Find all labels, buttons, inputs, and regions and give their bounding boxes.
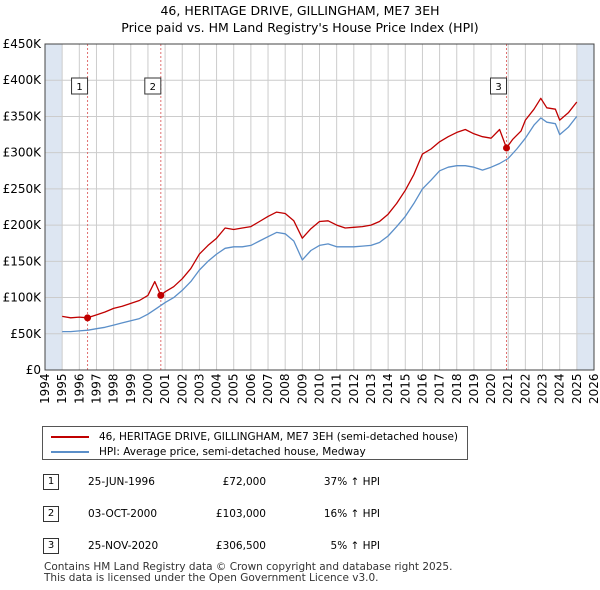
series-line-property [62, 97, 578, 319]
sale-callout-box-3 [490, 77, 508, 95]
chart-title: 46, HERITAGE DRIVE, GILLINGHAM, ME7 3EH … [0, 2, 600, 36]
x-tick-label-2007: 2007 [261, 373, 275, 404]
x-tick-label-2016: 2016 [415, 373, 429, 404]
x-tick-label-1994: 1994 [38, 373, 52, 404]
y-tick-label-200000: £200K [3, 218, 43, 232]
x-tick-label-1995: 1995 [55, 373, 69, 404]
sale-row-3: 3 25-NOV-2020 £306,500 5% ↑ HPI [0, 538, 600, 558]
sale-date-1: 25-JUN-1996 [88, 476, 155, 488]
x-tick-label-2006: 2006 [244, 373, 258, 404]
x-tick-label-2004: 2004 [210, 373, 224, 404]
sale-badge-3: 3 [43, 538, 59, 554]
x-tick-label-2017: 2017 [433, 373, 447, 404]
x-tick-label-2026: 2026 [587, 373, 600, 404]
footer-line1: Contains HM Land Registry data © Crown c… [44, 561, 453, 573]
y-tick-label-0: £0 [26, 363, 41, 377]
sale-callout-label-1: 1 [76, 82, 82, 93]
x-tick-label-2015: 2015 [398, 373, 412, 404]
sale-date-3: 25-NOV-2020 [88, 540, 159, 552]
x-tick-label-2013: 2013 [364, 373, 378, 404]
x-tick-label-2005: 2005 [227, 373, 241, 404]
sale-row-2: 2 03-OCT-2000 £103,000 16% ↑ HPI [0, 506, 600, 526]
sale-price-1: £72,000 [222, 476, 266, 488]
footer-attribution: Contains HM Land Registry data © Crown c… [44, 562, 452, 584]
y-tick-label-100000: £100K [3, 291, 43, 305]
y-tick-label-150000: £150K [3, 254, 43, 268]
sale-date-2: 03-OCT-2000 [88, 508, 157, 520]
price-chart: 1 2 3 £0 £50K £100K £150K £200K £250K £300K £350K… [3, 37, 600, 404]
plot-frame [44, 43, 595, 371]
sale-callout-1: 1 [71, 77, 89, 95]
x-tick-label-2009: 2009 [295, 373, 309, 404]
shaded-range-1 [45, 44, 63, 370]
sale-callout-label-3: 3 [495, 82, 501, 93]
x-tick-label-1997: 1997 [89, 373, 103, 404]
sale-callout-3: 3 [490, 77, 508, 95]
series-line-hpi [62, 116, 578, 333]
sale-hpi-1: 37% ↑ HPI [323, 476, 380, 488]
x-tick-label-1999: 1999 [124, 373, 138, 404]
sale-hpi-2: 16% ↑ HPI [323, 508, 380, 520]
sale-hpi-3: 5% ↑ HPI [330, 540, 380, 552]
sale-callout-2: 2 [144, 77, 162, 95]
x-tick-label-2018: 2018 [450, 373, 464, 404]
x-tick-label-2008: 2008 [278, 373, 292, 404]
legend-label-hpi: HPI: Average price, semi-detached house,… [99, 446, 366, 458]
sale-row-1: 1 25-JUN-1996 £72,000 37% ↑ HPI [0, 474, 600, 494]
x-tick-label-2011: 2011 [330, 373, 344, 404]
shaded-range-2 [576, 44, 594, 370]
x-tick-label-2002: 2002 [175, 373, 189, 404]
x-tick-label-2021: 2021 [501, 373, 515, 404]
x-tick-label-2025: 2025 [570, 373, 584, 404]
x-tick-label-2022: 2022 [518, 373, 532, 404]
sale-price-2: £103,000 [215, 508, 266, 520]
x-tick-label-2010: 2010 [313, 373, 327, 404]
x-tick-label-2014: 2014 [381, 373, 395, 404]
chart-title-line1: 46, HERITAGE DRIVE, GILLINGHAM, ME7 3EH [160, 3, 440, 18]
sale-callout-box-1 [71, 77, 89, 95]
sale-marker-1 [84, 314, 92, 322]
y-tick-label-250000: £250K [3, 182, 43, 196]
x-tick-label-2000: 2000 [141, 373, 155, 404]
sale-marker-2 [157, 291, 165, 299]
x-tick-label-2024: 2024 [553, 373, 567, 404]
y-tick-label-350000: £350K [3, 109, 43, 123]
y-tick-label-300000: £300K [3, 146, 43, 160]
x-tick-label-2020: 2020 [484, 373, 498, 404]
x-tick-label-2019: 2019 [467, 373, 481, 404]
legend-swatch-hpi [51, 451, 89, 453]
x-tick-label-2001: 2001 [158, 373, 172, 404]
chart-legend: 46, HERITAGE DRIVE, GILLINGHAM, ME7 3EH … [42, 426, 468, 460]
sale-marker-3 [503, 144, 511, 152]
y-tick-label-50000: £50K [10, 327, 42, 341]
x-tick-label-2003: 2003 [192, 373, 206, 404]
sale-callout-box-2 [144, 77, 162, 95]
sale-badge-1: 1 [43, 474, 59, 490]
y-tick-label-450000: £450K [3, 37, 43, 51]
chart-title-line2: Price paid vs. HM Land Registry's House … [121, 20, 479, 35]
x-tick-label-2023: 2023 [536, 373, 550, 404]
legend-swatch-property [51, 436, 89, 438]
sale-callout-label-2: 2 [150, 82, 156, 93]
sale-badge-2: 2 [43, 506, 59, 522]
legend-label-property: 46, HERITAGE DRIVE, GILLINGHAM, ME7 3EH … [99, 431, 459, 443]
x-tick-label-1998: 1998 [107, 373, 121, 404]
y-tick-label-400000: £400K [3, 73, 43, 87]
x-tick-label-2012: 2012 [347, 373, 361, 404]
sale-price-3: £306,500 [215, 540, 266, 552]
footer-line2: This data is licensed under the Open Gov… [44, 572, 379, 584]
x-tick-label-1996: 1996 [72, 373, 86, 404]
